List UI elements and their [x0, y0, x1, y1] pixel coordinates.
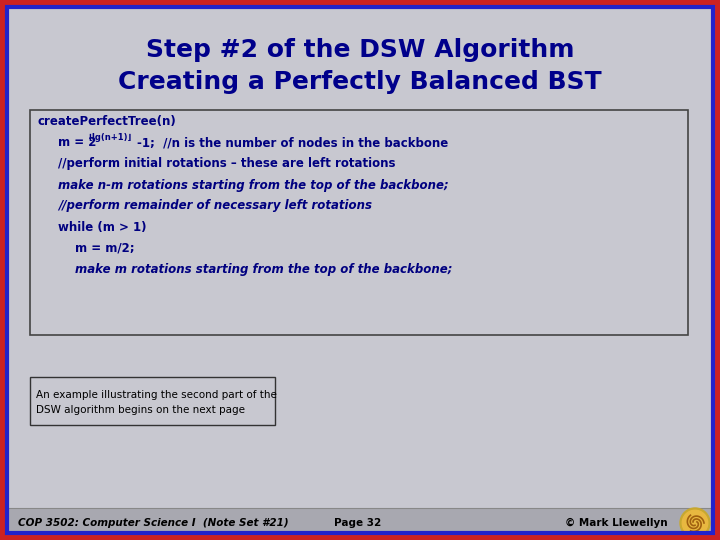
Text: createPerfectTree(n): createPerfectTree(n)	[38, 116, 176, 129]
Bar	[2, 508, 718, 538]
Text: make m rotations starting from the top of the backbone;: make m rotations starting from the top o…	[75, 262, 452, 275]
Text: Step #2 of the DSW Algorithm: Step #2 of the DSW Algorithm	[145, 38, 575, 62]
Text: DSW algorithm begins on the next page: DSW algorithm begins on the next page	[36, 405, 245, 415]
Circle shape	[680, 508, 710, 538]
Text: -1;  //n is the number of nodes in the backbone: -1; //n is the number of nodes in the ba…	[137, 137, 449, 150]
Text: An example illustrating the second part of the: An example illustrating the second part …	[36, 390, 277, 400]
Text: m = 2: m = 2	[58, 137, 96, 150]
FancyBboxPatch shape	[30, 377, 275, 425]
Text: make n-m rotations starting from the top of the backbone;: make n-m rotations starting from the top…	[58, 179, 449, 192]
Text: COP 3502: Computer Science I  (Note Set #21): COP 3502: Computer Science I (Note Set #…	[18, 518, 289, 528]
Text: //perform remainder of necessary left rotations: //perform remainder of necessary left ro…	[58, 199, 372, 213]
Text: //perform initial rotations – these are left rotations: //perform initial rotations – these are …	[58, 158, 395, 171]
Text: Page 32: Page 32	[334, 518, 382, 528]
Circle shape	[683, 510, 708, 536]
Text: Creating a Perfectly Balanced BST: Creating a Perfectly Balanced BST	[118, 70, 602, 94]
Text: while (m > 1): while (m > 1)	[58, 220, 146, 233]
Text: m = m/2;: m = m/2;	[75, 241, 135, 254]
Text: ⌊lg(n+1)⌋: ⌊lg(n+1)⌋	[88, 133, 131, 143]
Text: © Mark Llewellyn: © Mark Llewellyn	[565, 518, 667, 528]
FancyBboxPatch shape	[30, 110, 688, 335]
